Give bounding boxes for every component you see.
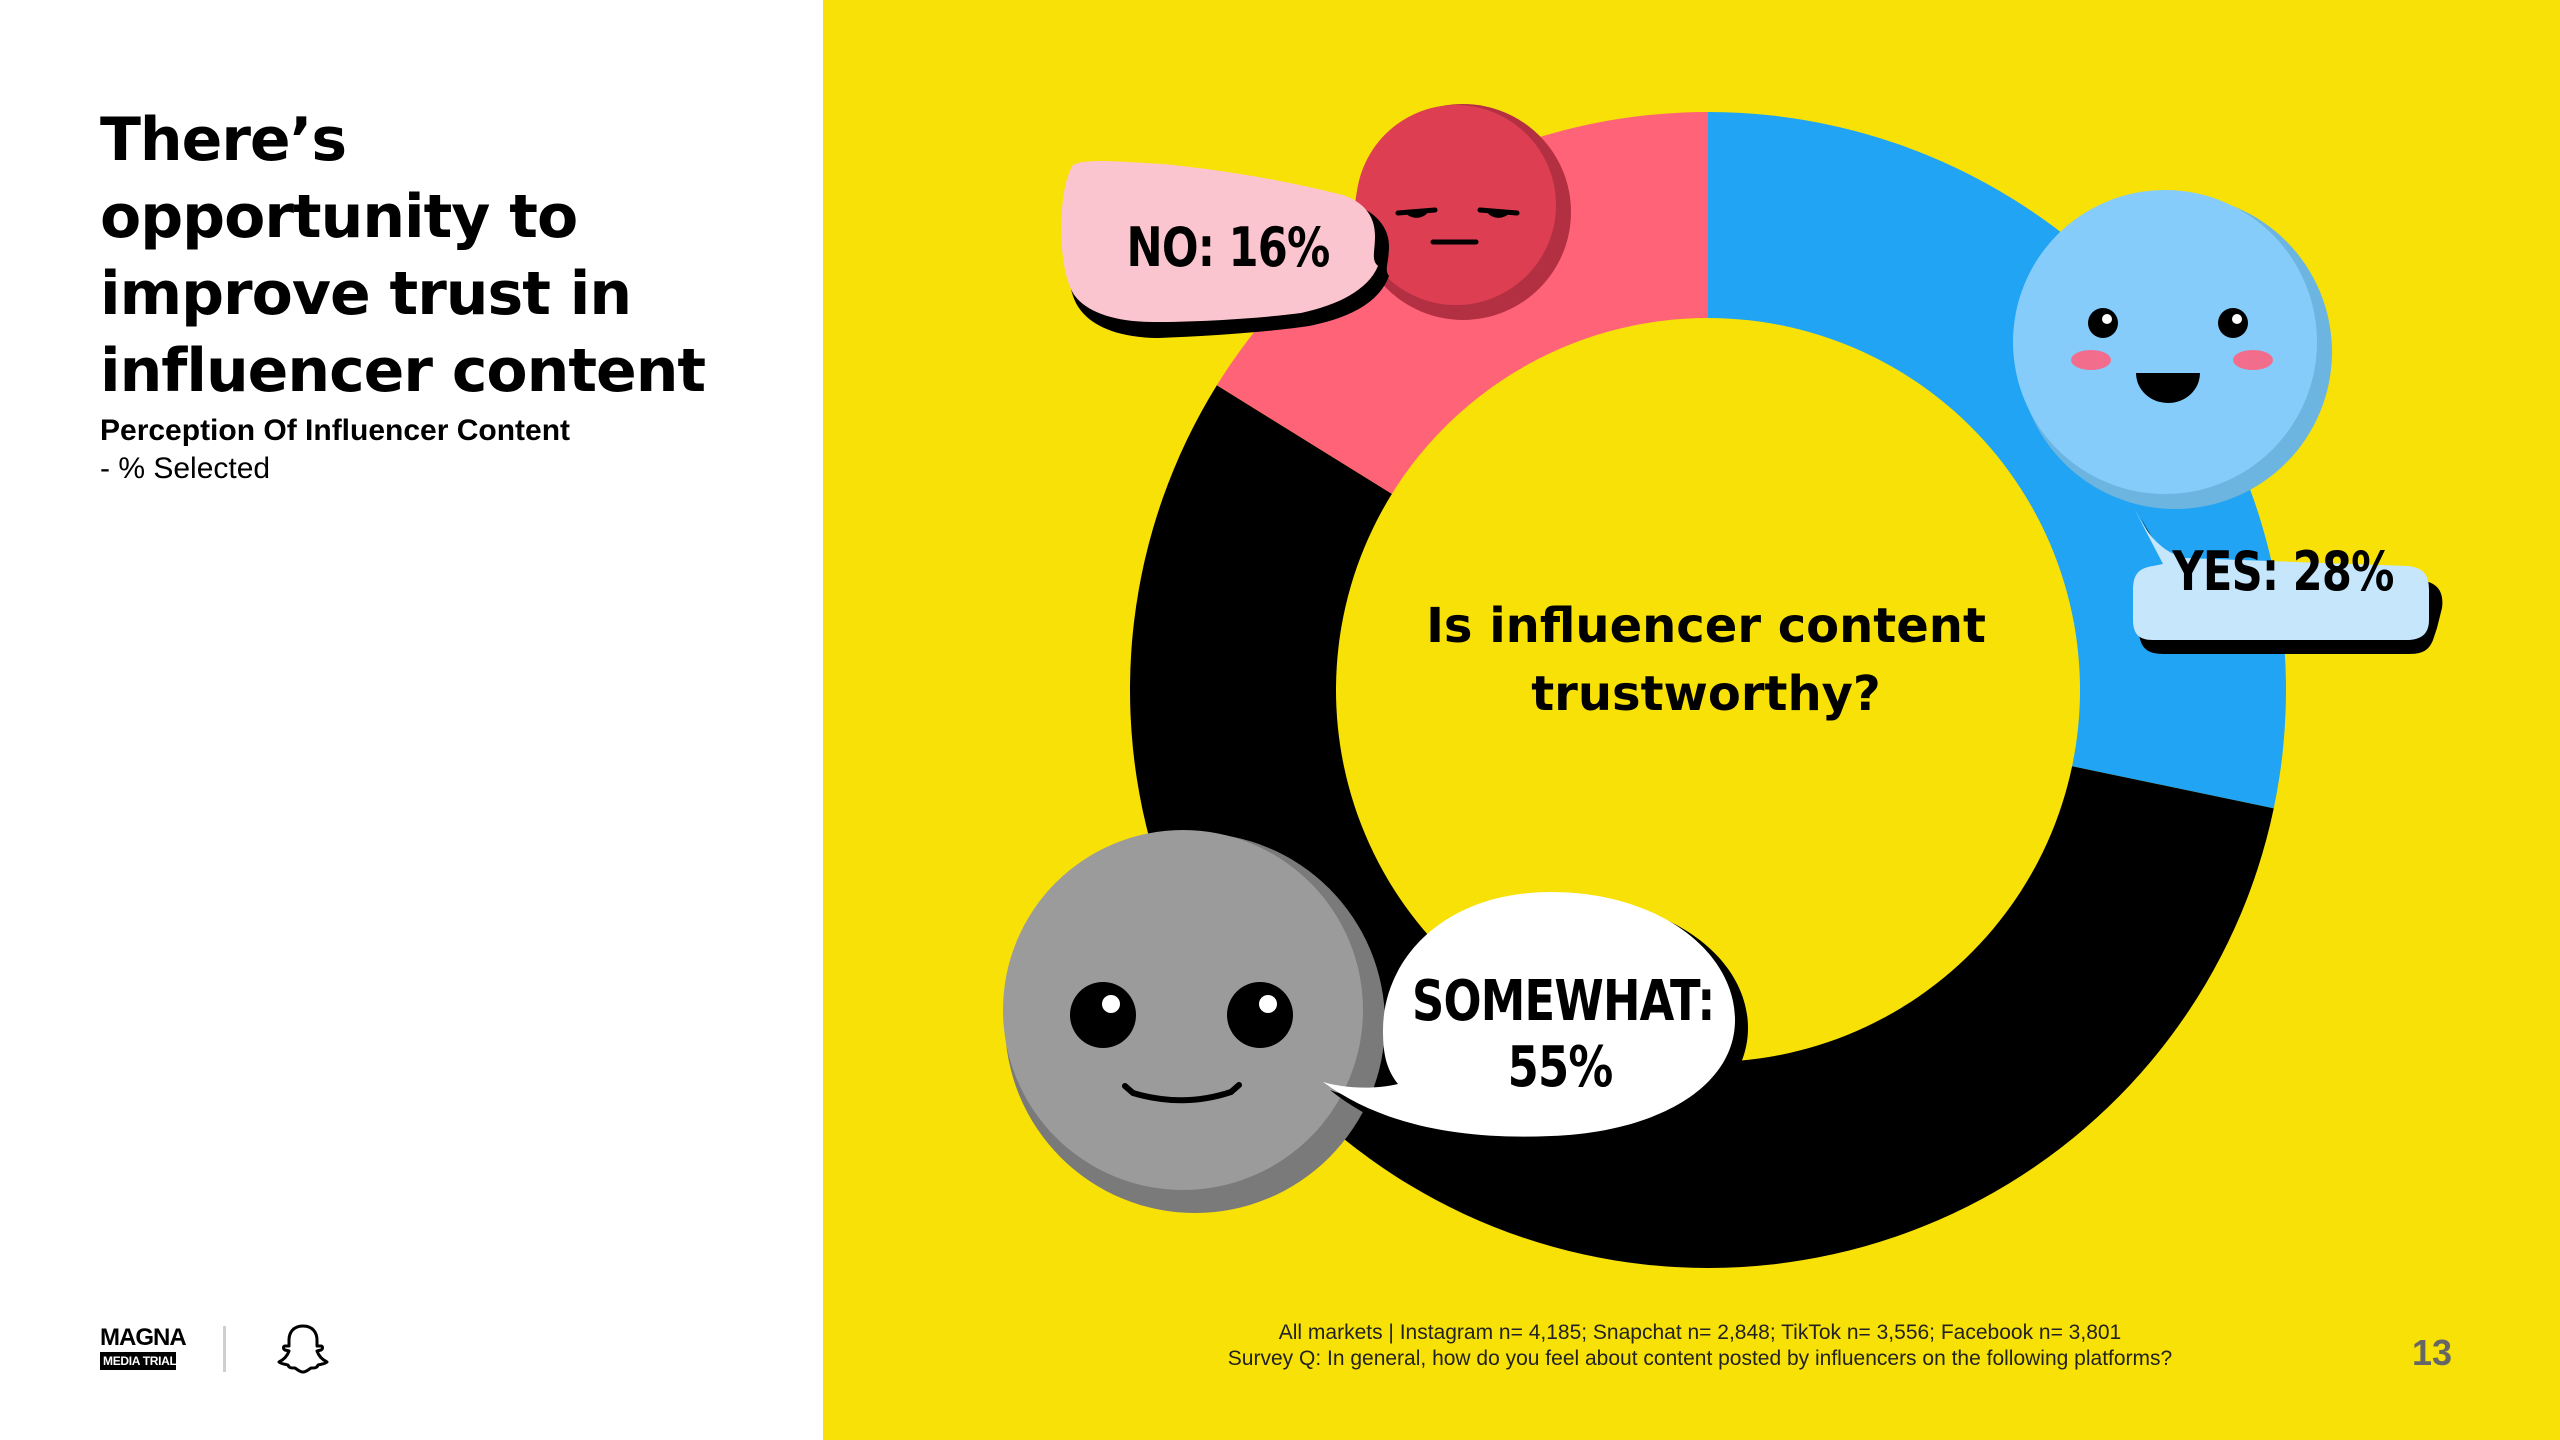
slide-title: There’s opportunity to improve trust in … <box>100 105 706 406</box>
no-label: NO: 16% <box>1126 216 1331 279</box>
neutral-face-icon <box>1003 830 1385 1213</box>
no-speech-bubble <box>1061 161 1389 338</box>
footnote-survey-question: Survey Q: In general, how do you feel ab… <box>1227 1347 2173 1370</box>
footnote: All markets | Instagram n= 4,185; Snapch… <box>1100 1320 2300 1372</box>
chart-question: Is influencer content trustworthy? <box>1426 598 1986 722</box>
yes-speech-bubble <box>2133 510 2443 654</box>
yes-label: YES: 28% <box>2172 540 2394 603</box>
chart-subtitle: Perception Of Influencer Content <box>100 414 571 447</box>
footnote-sample-sizes: All markets | Instagram n= 4,185; Snapch… <box>1278 1321 2122 1344</box>
somewhat-speech-bubble <box>1323 892 1748 1151</box>
somewhat-label-line2: 55% <box>1507 1035 1614 1100</box>
happy-face-icon <box>2013 190 2332 509</box>
chart-panel: NO: 16% YES: 28% SOMEWHAT: 55% <box>823 0 2560 1440</box>
left-panel: There’s opportunity to improve trust in … <box>0 0 823 1440</box>
magna-logo-line1: MAGNA <box>100 1324 187 1351</box>
somewhat-label-line1: SOMEWHAT: <box>1412 969 1715 1034</box>
ghost-icon <box>277 1324 329 1374</box>
chart-subtitle-note: - % Selected <box>100 452 271 485</box>
annoyed-face-icon <box>1355 104 1571 320</box>
magna-logo-line2: MEDIA TRIALS <box>100 1352 185 1370</box>
magna-logo: MAGNA MEDIA TRIALS <box>100 1324 187 1370</box>
donut-chart <box>1003 104 2443 1268</box>
page-number: 13 <box>2412 1332 2453 1373</box>
logo-divider <box>223 1326 226 1372</box>
